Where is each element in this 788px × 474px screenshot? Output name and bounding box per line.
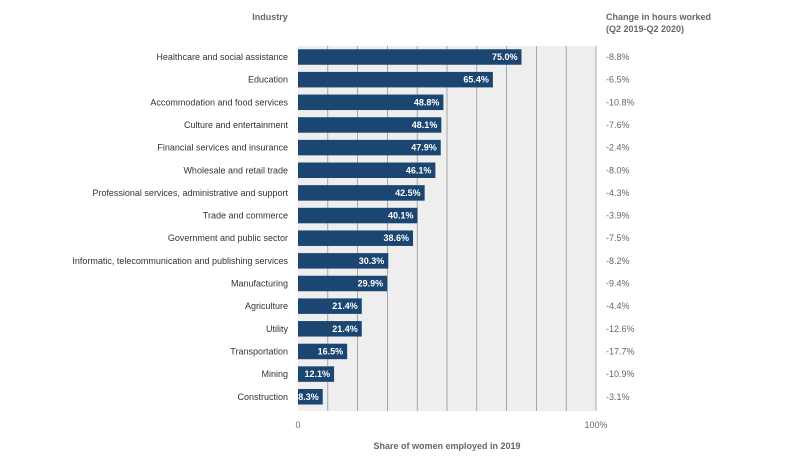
change-hours-header-line1: Change in hours worked bbox=[606, 12, 711, 22]
bar bbox=[298, 230, 414, 246]
x-tick-label-100: 100% bbox=[584, 420, 607, 430]
bar-value-label: 48.1% bbox=[412, 120, 438, 130]
category-label: Utility bbox=[266, 324, 288, 334]
change-in-hours-value: -3.1% bbox=[606, 392, 630, 402]
change-in-hours-value: -9.4% bbox=[606, 279, 630, 289]
bar bbox=[298, 71, 493, 88]
bar-row: Transportation 16.5% -17.7% bbox=[230, 343, 635, 360]
bar bbox=[298, 139, 441, 156]
change-in-hours-value: -7.6% bbox=[606, 120, 630, 130]
change-in-hours-value: -4.3% bbox=[606, 188, 630, 198]
category-label: Mining bbox=[261, 369, 288, 379]
change-in-hours-value: -3.9% bbox=[606, 211, 630, 221]
bar-row: Accommodation and food services 48.8% -10.… bbox=[150, 94, 635, 111]
change-in-hours-value: -8.2% bbox=[606, 256, 630, 266]
bar-row: Utility 21.4% -12.6% bbox=[266, 321, 635, 337]
category-label: Construction bbox=[237, 392, 288, 402]
category-label: Culture and entertainment bbox=[184, 120, 289, 130]
bar-row: Professional services, administrative an… bbox=[92, 185, 630, 201]
bar-row: Informatic, telecommunication and publis… bbox=[72, 253, 630, 269]
bar-value-label: 48.8% bbox=[414, 97, 440, 107]
bar-value-label: 42.5% bbox=[395, 188, 421, 198]
change-in-hours-value: -10.9% bbox=[606, 369, 635, 379]
bar bbox=[298, 253, 389, 269]
bar bbox=[298, 389, 323, 405]
category-label: Accommodation and food services bbox=[150, 97, 288, 107]
change-in-hours-value: -2.4% bbox=[606, 143, 630, 153]
category-label: Transportation bbox=[230, 346, 288, 356]
bar-row: Education 65.4% -6.5% bbox=[248, 71, 630, 88]
bar bbox=[298, 321, 362, 337]
bar-row: Culture and entertainment 48.1% -7.6% bbox=[184, 117, 630, 133]
bar-value-label: 16.5% bbox=[318, 346, 344, 356]
bar bbox=[298, 49, 522, 65]
category-label: Trade and commerce bbox=[203, 211, 288, 221]
category-label: Wholesale and retail trade bbox=[183, 165, 288, 175]
change-in-hours-value: -10.8% bbox=[606, 97, 635, 107]
bar-value-label: 38.6% bbox=[383, 233, 409, 243]
bar-value-label: 40.1% bbox=[388, 211, 414, 221]
change-hours-header-line2: (Q2 2019-Q2 2020) bbox=[606, 24, 684, 34]
bar-value-label: 75.0% bbox=[492, 52, 518, 62]
bar-row: Government and public sector 38.6% -7.5% bbox=[168, 230, 630, 246]
bar bbox=[298, 185, 425, 201]
bar bbox=[298, 343, 348, 360]
bar-value-label: 8.3% bbox=[298, 392, 319, 402]
bar-value-label: 29.9% bbox=[358, 279, 384, 289]
x-tick-label-0: 0 bbox=[295, 420, 300, 430]
category-label: Manufacturing bbox=[231, 279, 288, 289]
category-label: Agriculture bbox=[245, 301, 288, 311]
category-label: Professional services, administrative an… bbox=[92, 188, 288, 198]
change-in-hours-value: -8.0% bbox=[606, 165, 630, 175]
bar-value-label: 46.1% bbox=[406, 165, 432, 175]
bar-value-label: 65.4% bbox=[463, 75, 489, 85]
bar bbox=[298, 298, 362, 314]
industry-axis-header: Industry bbox=[252, 12, 288, 22]
bar-value-label: 12.1% bbox=[305, 369, 331, 379]
change-in-hours-value: -17.7% bbox=[606, 346, 635, 356]
bar-row: Financial services and insurance 47.9% -2.… bbox=[157, 139, 630, 156]
category-label: Informatic, telecommunication and publis… bbox=[72, 256, 288, 266]
category-label: Financial services and insurance bbox=[157, 143, 288, 153]
bar-value-label: 30.3% bbox=[359, 256, 385, 266]
bar-value-label: 21.4% bbox=[332, 301, 358, 311]
bar-row: Healthcare and social assistance 75.0% -8.… bbox=[156, 49, 630, 65]
change-in-hours-value: -12.6% bbox=[606, 324, 635, 334]
change-in-hours-value: -7.5% bbox=[606, 233, 630, 243]
bar bbox=[298, 94, 444, 111]
bar bbox=[298, 117, 442, 133]
bar-row: Construction 8.3% -3.1% bbox=[237, 389, 630, 405]
change-in-hours-value: -8.8% bbox=[606, 52, 630, 62]
x-axis-label: Share of women employed in 2019 bbox=[373, 441, 520, 451]
bar bbox=[298, 162, 436, 178]
bar-row: Mining 12.1% -10.9% bbox=[261, 366, 635, 382]
category-label: Education bbox=[248, 75, 288, 85]
bar bbox=[298, 207, 418, 224]
change-in-hours-value: -4.4% bbox=[606, 301, 630, 311]
category-label: Government and public sector bbox=[168, 233, 288, 243]
bar bbox=[298, 275, 388, 292]
bar-row: Trade and commerce 40.1% -3.9% bbox=[203, 207, 630, 224]
bar bbox=[298, 366, 335, 382]
change-in-hours-value: -6.5% bbox=[606, 75, 630, 85]
bar-value-label: 21.4% bbox=[332, 324, 358, 334]
bar-row: Agriculture 21.4% -4.4% bbox=[245, 298, 630, 314]
bar-row: Manufacturing 29.9% -9.4% bbox=[231, 275, 630, 292]
category-label: Healthcare and social assistance bbox=[156, 52, 288, 62]
bar-value-label: 47.9% bbox=[411, 143, 437, 153]
bar-row: Wholesale and retail trade 46.1% -8.0% bbox=[183, 162, 630, 178]
